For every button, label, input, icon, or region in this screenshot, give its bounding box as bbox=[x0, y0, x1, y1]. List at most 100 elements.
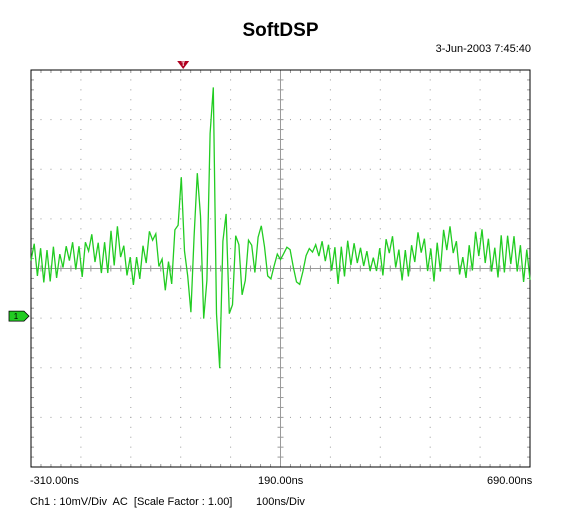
grid-dot bbox=[170, 416, 172, 418]
grid-dot bbox=[230, 129, 232, 131]
grid-dot bbox=[329, 297, 331, 299]
trigger-marker[interactable]: T bbox=[177, 61, 190, 69]
grid-dot bbox=[140, 119, 142, 121]
grid-dot bbox=[419, 367, 421, 369]
grid-dot bbox=[250, 119, 252, 121]
grid-dot bbox=[130, 129, 132, 131]
grid-dot bbox=[329, 406, 331, 408]
grid-dot bbox=[80, 347, 82, 349]
channel-1-trace bbox=[30, 87, 531, 369]
grid-dot bbox=[379, 387, 381, 389]
grid-dot bbox=[479, 119, 481, 121]
grid-dot bbox=[389, 119, 391, 121]
grid-dot bbox=[429, 357, 431, 359]
grid-dot bbox=[230, 436, 232, 438]
grid-dot bbox=[120, 168, 122, 170]
grid-dot bbox=[230, 109, 232, 111]
grid-dot bbox=[479, 258, 481, 260]
grid-dot bbox=[349, 119, 351, 121]
grid-dot bbox=[429, 198, 431, 200]
grid-dot bbox=[230, 248, 232, 250]
grid-dot bbox=[200, 119, 202, 121]
grid-dot bbox=[479, 208, 481, 210]
grid-dot bbox=[180, 168, 182, 170]
grid-dot bbox=[329, 79, 331, 81]
grid-dot bbox=[339, 168, 341, 170]
grid-dot bbox=[329, 228, 331, 230]
grid-dot bbox=[329, 129, 331, 131]
grid-dot bbox=[160, 119, 162, 121]
grid-dot bbox=[180, 416, 182, 418]
grid-dot bbox=[120, 119, 122, 121]
grid-dot bbox=[240, 119, 242, 121]
grid-dot bbox=[429, 406, 431, 408]
grid-dot bbox=[80, 397, 82, 399]
grid-dot bbox=[80, 99, 82, 101]
grid-dot bbox=[469, 218, 471, 220]
grid-dot bbox=[110, 416, 112, 418]
grid-dot bbox=[329, 456, 331, 458]
grid-dot bbox=[180, 79, 182, 81]
grid-dot bbox=[230, 258, 232, 260]
grid-dot bbox=[379, 198, 381, 200]
grid-dot bbox=[429, 416, 431, 418]
grid-dot bbox=[150, 367, 152, 369]
grid-dot bbox=[449, 119, 451, 121]
grid-dot bbox=[499, 168, 501, 170]
grid-dot bbox=[70, 119, 72, 121]
grid-dot bbox=[299, 168, 301, 170]
grid-dot bbox=[270, 317, 272, 319]
grid-dot bbox=[80, 188, 82, 190]
grid-dot bbox=[100, 119, 102, 121]
grid-dot bbox=[479, 347, 481, 349]
grid-dot bbox=[509, 218, 511, 220]
grid-dot bbox=[40, 119, 42, 121]
grid-dot bbox=[519, 416, 521, 418]
graticule-frame bbox=[30, 69, 531, 468]
grid-dot bbox=[429, 287, 431, 289]
grid-dot bbox=[479, 337, 481, 339]
grid-dot bbox=[479, 148, 481, 150]
grid-dot bbox=[379, 367, 381, 369]
grid-dot bbox=[110, 119, 112, 121]
grid-dot bbox=[379, 168, 381, 170]
grid-dot bbox=[130, 317, 132, 319]
grid-dot bbox=[479, 168, 481, 170]
grid-dot bbox=[160, 416, 162, 418]
grid-dot bbox=[230, 218, 232, 220]
grid-dot bbox=[80, 198, 82, 200]
grid-dot bbox=[379, 337, 381, 339]
grid-dot bbox=[509, 168, 511, 170]
grid-dot bbox=[379, 436, 381, 438]
grid-dot bbox=[230, 79, 232, 81]
grid-dot bbox=[309, 119, 311, 121]
grid-dot bbox=[80, 446, 82, 448]
grid-dot bbox=[140, 218, 142, 220]
x-axis-label-right: 690.00ns bbox=[487, 475, 533, 487]
grid-dot bbox=[359, 416, 361, 418]
grid-dot bbox=[329, 367, 331, 369]
grid-dot bbox=[80, 367, 82, 369]
grid-dot bbox=[409, 416, 411, 418]
channel-1-marker[interactable]: 1 bbox=[8, 310, 30, 322]
grid-dot bbox=[80, 307, 82, 309]
grid-dot bbox=[230, 327, 232, 329]
grid-dot bbox=[349, 416, 351, 418]
grid-dot bbox=[230, 446, 232, 448]
grid-dot bbox=[130, 198, 132, 200]
grid-dot bbox=[499, 218, 501, 220]
grid-dot bbox=[140, 168, 142, 170]
grid-dot bbox=[379, 148, 381, 150]
grid-dot bbox=[180, 218, 182, 220]
grid-dot bbox=[50, 218, 52, 220]
grid-dot bbox=[50, 119, 52, 121]
grid-dot bbox=[519, 317, 521, 319]
grid-dot bbox=[40, 416, 42, 418]
grid-dot bbox=[180, 89, 182, 91]
grid-dot bbox=[329, 138, 331, 140]
grid-dot bbox=[230, 377, 232, 379]
grid-dot bbox=[309, 367, 311, 369]
grid-dot bbox=[80, 416, 82, 418]
grid-dot bbox=[429, 327, 431, 329]
